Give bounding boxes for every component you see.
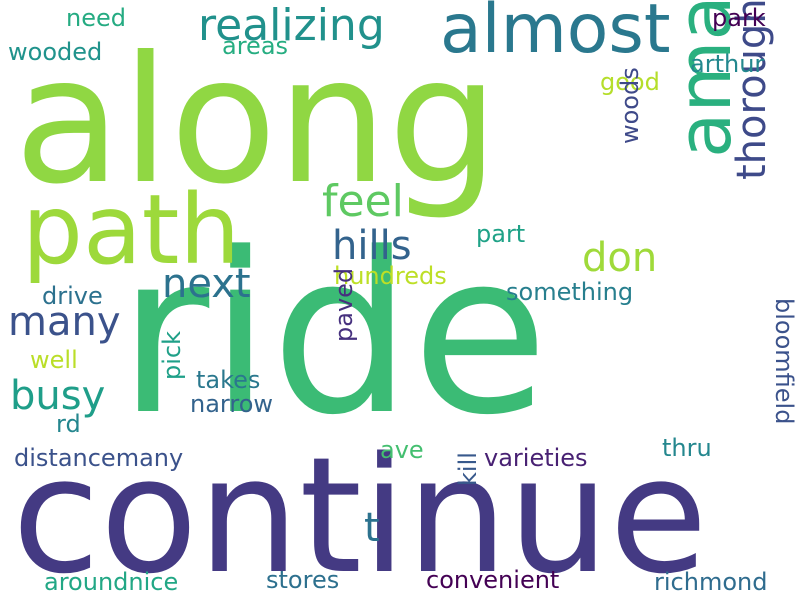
word-paved: paved <box>330 267 358 342</box>
word-next: next <box>162 261 251 307</box>
word-well: well <box>30 346 78 374</box>
word-convenient: convenient <box>426 566 560 594</box>
word-t: t <box>364 505 380 551</box>
word-many: many <box>8 299 121 345</box>
word-ave: ave <box>380 436 424 464</box>
word-good: good <box>600 68 660 96</box>
word-ride: ride <box>118 206 549 464</box>
word-hundreds: hundreds <box>334 262 447 290</box>
word-realizing: realizing <box>198 0 385 51</box>
word-varieties: varieties <box>484 444 588 472</box>
word-rd: rd <box>56 410 81 438</box>
word-don: don <box>582 235 658 281</box>
word-wooded: wooded <box>8 38 103 66</box>
word-busy: busy <box>10 373 106 419</box>
word-arthur: arthur <box>690 50 765 78</box>
word-park: park <box>712 4 766 32</box>
word-hills: hills <box>332 223 412 269</box>
word-almost: almost <box>440 0 671 69</box>
word-part: part <box>476 220 526 248</box>
word-feel: feel <box>322 176 404 227</box>
word-pick: pick <box>158 331 186 380</box>
word-thru: thru <box>662 434 712 462</box>
word-takes: takes <box>196 366 261 394</box>
word-bloomfield: bloomfield <box>770 298 798 425</box>
word-drive: drive <box>42 282 103 310</box>
word-something: something <box>506 278 634 306</box>
word-along: along <box>14 20 499 223</box>
word-narrow: narrow <box>190 390 274 418</box>
word-woods: woods <box>616 67 644 144</box>
word-need: need <box>66 4 126 32</box>
word-aroundnice: aroundnice <box>44 568 179 596</box>
word-continue: continue <box>12 422 708 600</box>
word-distancemany: distancemany <box>14 444 184 472</box>
word-kill: kill <box>454 452 482 486</box>
word-stores: stores <box>266 566 340 594</box>
word-richmond: richmond <box>654 568 768 596</box>
word-path: path <box>22 174 241 286</box>
word-areas: areas <box>222 32 289 60</box>
